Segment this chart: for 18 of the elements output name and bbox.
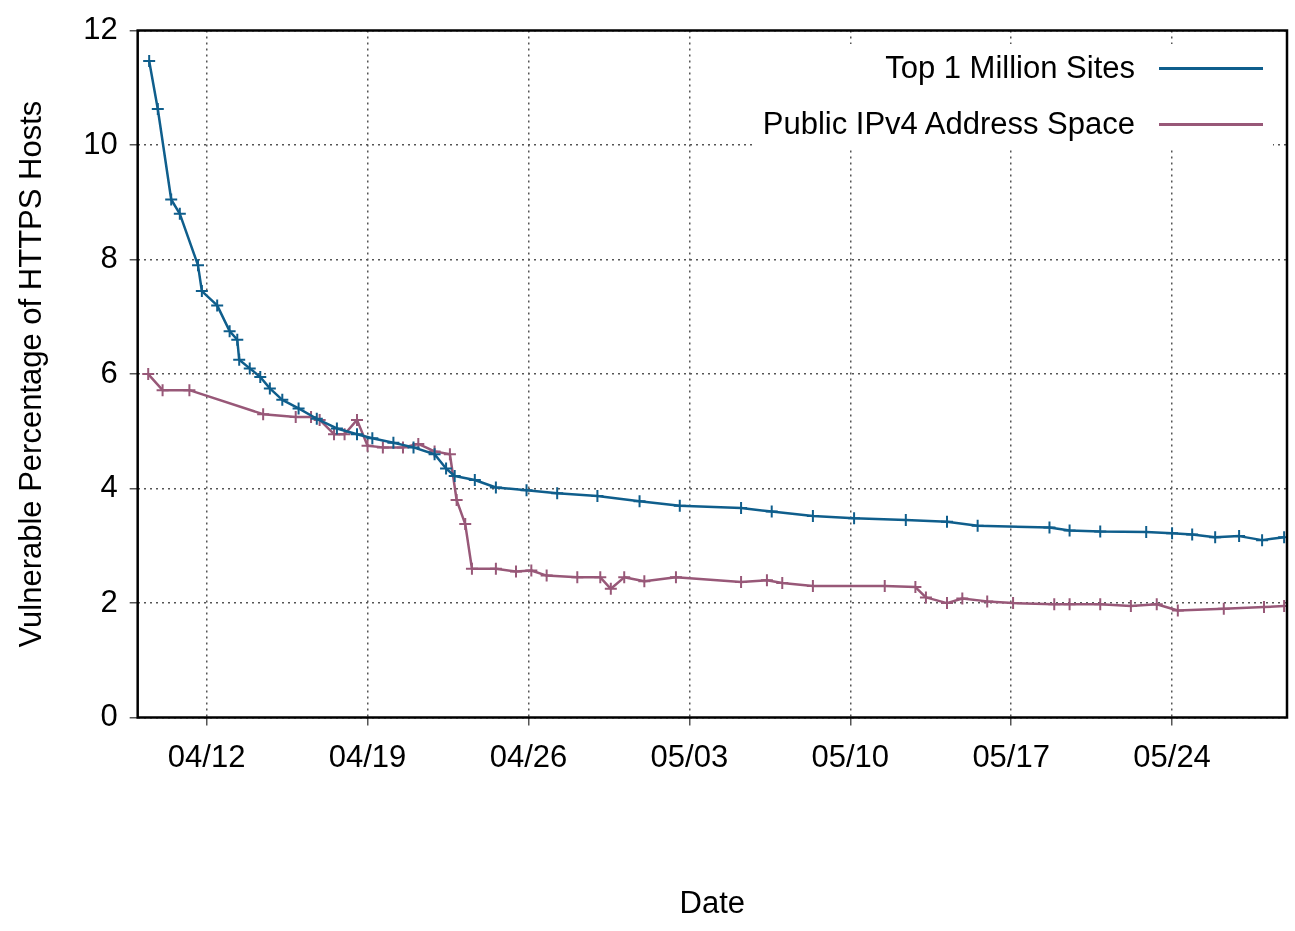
y-tick-label: 0	[100, 698, 118, 734]
legend-label: Public IPv4 Address Space	[762, 106, 1135, 142]
x-tick-label: 04/19	[328, 738, 407, 774]
y-tick-label: 4	[100, 469, 118, 505]
y-axis-title: Vulnerable Percentage of HTTPS Hosts	[13, 100, 49, 648]
x-tick-label: 04/26	[489, 738, 568, 774]
y-tick-label: 8	[100, 240, 118, 276]
y-tick-label: 12	[83, 11, 118, 47]
y-tick-label: 2	[100, 583, 118, 619]
x-tick-label: 05/17	[972, 738, 1050, 774]
x-tick-label: 05/03	[650, 738, 729, 774]
legend-label: Top 1 Million Sites	[885, 50, 1135, 86]
x-axis-title: Date	[679, 884, 746, 920]
x-tick-label: 05/10	[811, 738, 890, 774]
y-tick-label: 10	[83, 125, 118, 161]
x-tick-label: 04/12	[167, 738, 246, 774]
y-tick-label: 6	[100, 354, 118, 390]
x-tick-label: 05/24	[1133, 738, 1211, 774]
